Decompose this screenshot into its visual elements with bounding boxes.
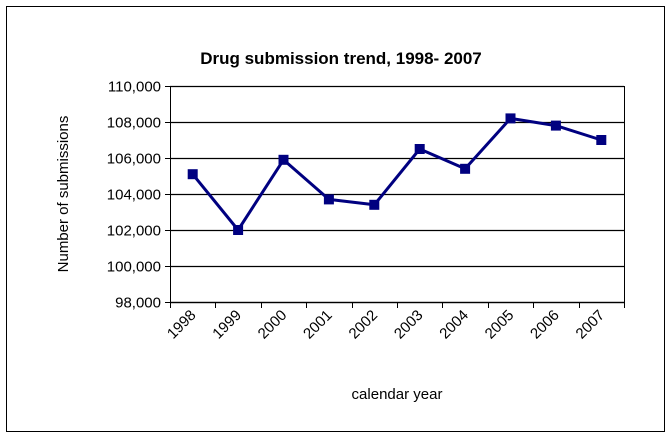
data-point	[278, 154, 289, 165]
chart-title: Drug submission trend, 1998- 2007	[200, 49, 482, 68]
y-tick-label: 104,000	[107, 187, 161, 204]
data-point	[414, 144, 425, 154]
y-tick-label: 98,000	[115, 295, 161, 312]
data-point	[233, 225, 244, 235]
y-tick-labels: 98,000 100,000 102,000 104,000 106,000 108,00…	[107, 79, 161, 312]
axes	[165, 86, 625, 308]
data-point	[460, 163, 471, 174]
series-line	[191, 116, 602, 232]
data-point	[187, 169, 198, 180]
data-point	[323, 194, 334, 205]
data-point	[505, 113, 516, 124]
x-axis-label: calendar year	[352, 386, 443, 403]
data-point	[550, 120, 561, 131]
y-tick-label: 100,000	[107, 259, 161, 276]
series	[187, 113, 607, 235]
y-tick-label: 108,000	[107, 115, 161, 132]
y-tick-label: 110,000	[108, 79, 161, 96]
y-axis-label: Number of submissions	[55, 116, 72, 273]
gridlines	[170, 85, 624, 304]
data-point	[369, 199, 380, 210]
data-point	[596, 135, 607, 145]
y-tick-label: 102,000	[107, 223, 161, 240]
y-tick-label: 106,000	[107, 151, 161, 168]
chart-frame	[6, 6, 665, 432]
